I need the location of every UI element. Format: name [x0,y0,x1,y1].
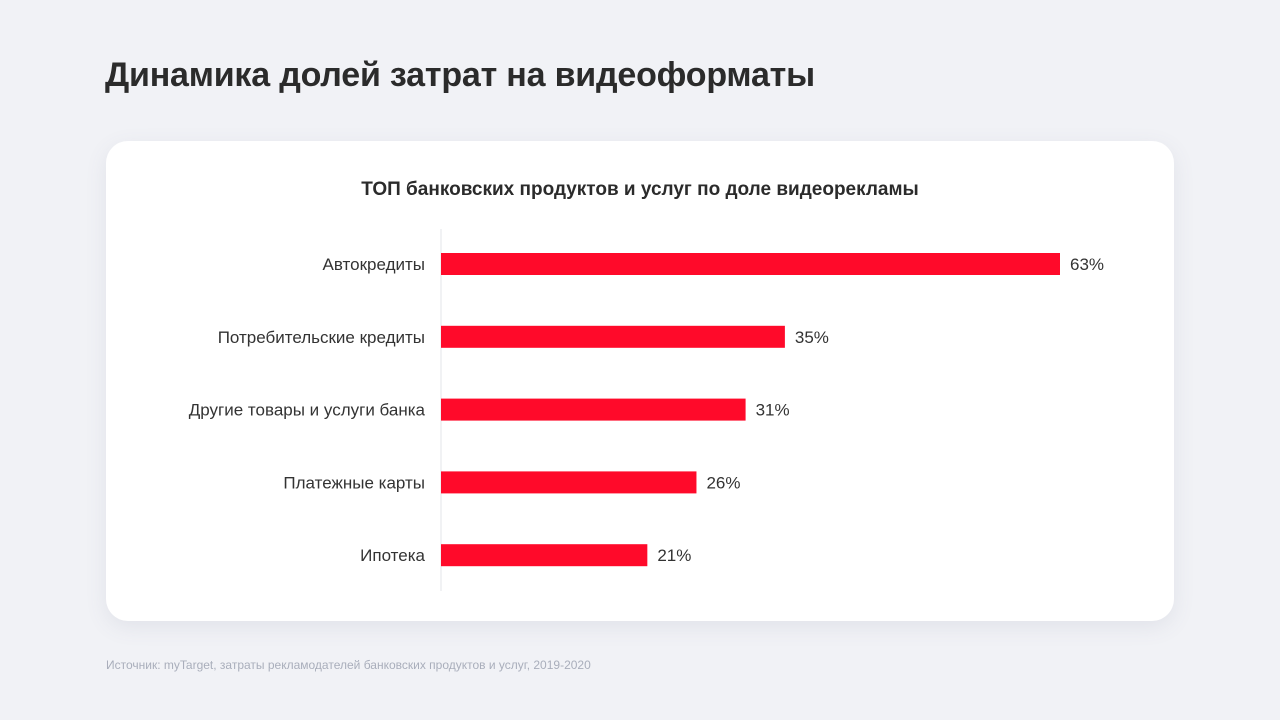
bar [441,253,1060,275]
source-note: Источник: myTarget, затраты рекламодател… [106,658,591,672]
value-label: 31% [756,401,790,420]
bar [441,398,746,421]
category-label: Другие товары и услуги банка [189,401,426,420]
chart-card: ТОП банковских продуктов и услуг по доле… [106,141,1174,621]
category-label: Потребительские кредиты [218,328,425,347]
category-label: Ипотека [360,546,425,565]
bar [441,544,648,567]
category-label: Автокредиты [323,255,425,274]
value-label: 26% [706,473,740,492]
bars-group: Автокредиты 63% Потребительские кредиты 35%… [189,253,1104,567]
bar [441,325,785,348]
page-title: Динамика долей затрат на видеоформаты [105,56,815,94]
value-label: 35% [795,328,829,347]
category-label: Платежные карты [283,473,425,492]
bar-chart: ТОП банковских продуктов и услуг по доле… [189,179,1104,591]
bar [441,471,697,494]
value-label: 63% [1070,255,1104,274]
chart-title: ТОП банковских продуктов и услуг по доле… [361,179,919,200]
value-label: 21% [657,546,691,565]
